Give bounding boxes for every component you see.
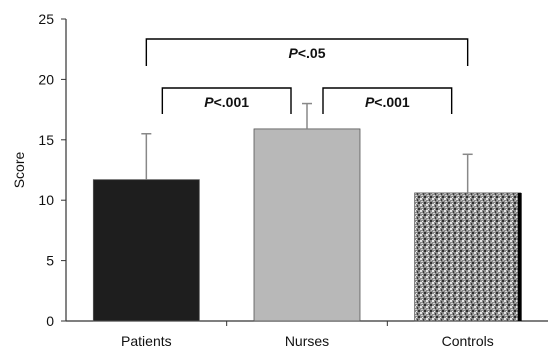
significance-bracket [161, 87, 292, 114]
axes: 0 5 10 15 20 25 Score Patients Nurses Controls [11, 11, 548, 349]
bars [92, 102, 522, 322]
y-tick-label: 20 [38, 71, 54, 87]
y-tick-label: 5 [46, 253, 54, 269]
p-symbol: P [365, 94, 375, 110]
significance-label: P<.05 [289, 45, 326, 61]
significance-brackets: P<.05P<.001 P<.001 [145, 38, 469, 114]
significance-bracket [322, 87, 453, 114]
y-tick-label: 10 [38, 192, 54, 208]
bar-shadow-edge [517, 192, 522, 321]
bar-nurses [253, 128, 361, 322]
y-tick-label: 0 [46, 313, 54, 329]
x-tick-label: Nurses [285, 333, 329, 349]
significance-label: P<.001 [204, 94, 249, 110]
p-symbol: P [289, 45, 299, 61]
significance-bracket [145, 38, 469, 66]
y-tick-label: 15 [38, 132, 54, 148]
bar-controls [414, 192, 522, 322]
p-symbol: P [204, 94, 214, 110]
y-axis-label: Score [11, 152, 27, 189]
x-tick-label: Patients [121, 333, 172, 349]
p-value: <.05 [298, 45, 326, 61]
p-value: <.001 [374, 94, 410, 110]
significance-label: P<.001 [365, 94, 410, 110]
x-tick-label: Controls [442, 333, 494, 349]
y-tick-label: 25 [38, 11, 54, 27]
bar-patients [92, 179, 200, 322]
p-value: <.001 [214, 94, 250, 110]
